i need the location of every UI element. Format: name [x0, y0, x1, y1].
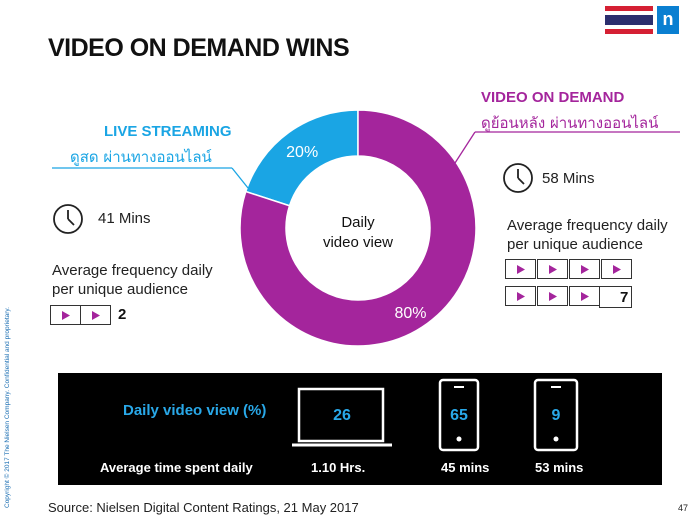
play-icon: [599, 286, 632, 308]
tablet-value: 65: [450, 407, 468, 424]
vod-play-icons-row2: [505, 286, 632, 308]
panel-title: Daily video view (%): [123, 402, 267, 419]
play-icon: [537, 259, 568, 279]
vod-minutes: 58 Mins: [542, 170, 595, 187]
play-icon: [505, 286, 536, 306]
vod-title: VIDEO ON DEMAND: [481, 89, 625, 106]
live-streaming-thai-label: ดูสด ผ่านทางออนไลน์: [70, 148, 212, 166]
nielsen-logo: n: [657, 6, 679, 34]
vod-play-icons-row1: [505, 259, 632, 279]
play-icon: [80, 305, 111, 325]
page-number: 47: [678, 503, 689, 513]
vod-frequency-label-line2: per unique audience: [507, 236, 643, 253]
clock-icon: [53, 204, 83, 234]
tablet-time: 45 mins: [441, 460, 490, 475]
chart-center-label-line1: Daily: [341, 214, 375, 231]
live-frequency-label-line1: Average frequency daily: [52, 262, 213, 279]
live-frequency-label-line2: per unique audience: [52, 281, 188, 298]
panel-row-label: Average time spent daily: [100, 460, 253, 475]
play-icon: [537, 286, 568, 306]
live-streaming-minutes: 41 Mins: [98, 210, 151, 227]
laptop-icon: [292, 387, 392, 447]
thailand-flag-icon: [605, 6, 653, 34]
source-note: Source: Nielsen Digital Content Ratings,…: [48, 500, 359, 515]
live-play-icons: [50, 305, 111, 325]
smartphone-time: 53 mins: [535, 460, 584, 475]
smartphone-value: 9: [551, 407, 561, 424]
page-title: VIDEO ON DEMAND WINS: [48, 34, 350, 62]
play-icon: [569, 259, 600, 279]
donut-label-vod: 80%: [394, 305, 426, 322]
vod-frequency-label-line1: Average frequency daily: [507, 217, 668, 234]
live-frequency-count: 2: [118, 306, 127, 323]
device-panel: [58, 373, 662, 485]
smartphone-icon: [533, 378, 579, 452]
play-icon: [601, 259, 632, 279]
vod-thai-label: ดูย้อนหลัง ผ่านทางออนไลน์: [481, 114, 659, 132]
live-streaming-title: LIVE STREAMING: [104, 123, 232, 140]
vod-callout-line: [454, 131, 476, 164]
live-callout-line: [231, 167, 249, 189]
laptop-value: 26: [333, 407, 351, 424]
donut-slice-live: [244, 109, 359, 207]
vod-frequency-count: 7: [620, 289, 629, 306]
play-icon: [505, 259, 536, 279]
play-icon: [569, 286, 600, 306]
chart-center-label-line2: video view: [322, 234, 394, 251]
laptop-time: 1.10 Hrs.: [311, 460, 366, 475]
clock-icon: [503, 163, 533, 193]
tablet-icon: [438, 378, 480, 452]
play-icon: [50, 305, 81, 325]
copyright-notice: Copyright © 2017 The Nielsen Company. Co…: [4, 307, 11, 508]
donut-label-live: 20%: [286, 144, 318, 161]
